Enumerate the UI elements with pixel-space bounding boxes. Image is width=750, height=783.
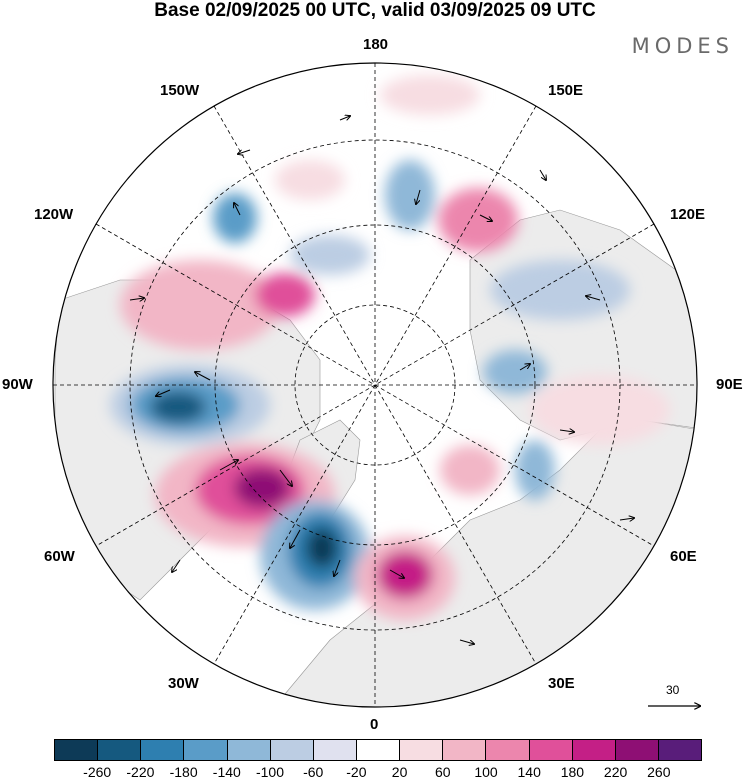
colorbar-swatch — [528, 740, 572, 760]
colorbar-swatch — [485, 740, 529, 760]
anomaly-blob — [440, 445, 500, 495]
colorbar-swatch — [657, 740, 702, 760]
colorbar-tick-label: 220 — [603, 764, 628, 780]
colorbar-ticks: -260 -220 -180 -140 -100 -60 -20 20 60 100 140 180 2… — [54, 764, 702, 782]
colorbar-tick-label: -60 — [303, 764, 324, 780]
colorbar-tick-label: 60 — [435, 764, 451, 780]
lon-label-120e: 120E — [670, 206, 706, 223]
map-outline — [52, 62, 698, 708]
colorbar-swatch — [183, 740, 227, 760]
anomaly-blob — [385, 160, 435, 230]
anomaly-blob — [120, 260, 280, 350]
colorbar-tick-label: -140 — [212, 764, 241, 780]
anomaly-blob — [530, 375, 670, 445]
graticule — [53, 63, 697, 707]
lon-label-150e: 150E — [548, 82, 584, 99]
anomaly-blob — [213, 193, 257, 243]
colorbar-swatch — [312, 740, 356, 760]
colorbar-swatch — [226, 740, 270, 760]
colorbar-tick-label: 180 — [560, 764, 585, 780]
colorbar-tick-label: -20 — [346, 764, 367, 780]
colorbar-swatch — [614, 740, 658, 760]
colorbar-tick-label: -260 — [83, 764, 112, 780]
anomaly-blob — [483, 350, 547, 394]
colorbar-swatch — [442, 740, 486, 760]
colorbar-tick-label: 140 — [517, 764, 541, 780]
colorbar-tick-label: -180 — [169, 764, 198, 780]
colorbar-swatch — [355, 740, 400, 760]
lon-label-0: 0 — [370, 716, 379, 733]
anomaly-blob — [306, 528, 338, 568]
anomaly-blob — [490, 260, 630, 320]
page-title: Base 02/09/2025 00 UTC, valid 03/09/2025… — [154, 0, 596, 21]
colorbar-swatch — [140, 740, 184, 760]
colorbar-tick-label: -220 — [126, 764, 155, 780]
lon-label-30e: 30E — [548, 675, 575, 692]
anomaly-blob — [380, 75, 480, 115]
anomaly-blob — [438, 188, 518, 252]
colorbar-tick-label: 100 — [474, 764, 498, 780]
anomaly-blob — [275, 160, 345, 200]
colorbar-tick-label: -100 — [255, 764, 285, 780]
colorbar-swatch — [571, 740, 615, 760]
anomaly-blob — [150, 391, 206, 423]
lon-label-60w: 60W — [44, 548, 75, 565]
anomaly-blob — [290, 235, 370, 275]
reference-vector-label: 30 — [666, 683, 680, 697]
anomaly-blob — [515, 440, 555, 500]
lon-label-60e: 60E — [670, 548, 697, 565]
anomaly-field — [110, 75, 670, 620]
lon-label-90e: 90E — [716, 376, 743, 393]
lon-label-120w: 120W — [34, 206, 74, 223]
colorbar-swatch — [269, 740, 313, 760]
colorbar — [54, 739, 702, 761]
modes-logo: MODES — [631, 34, 734, 58]
anomaly-blob — [377, 551, 433, 599]
lon-label-90w: 90W — [2, 376, 33, 393]
colorbar-swatch — [55, 740, 98, 760]
colorbar-tick-label: 20 — [391, 764, 408, 780]
lon-label-30w: 30W — [168, 675, 199, 692]
lon-label-150w: 150W — [160, 82, 200, 99]
colorbar-tick-label: 260 — [647, 764, 671, 780]
anomaly-blob — [255, 273, 315, 317]
colorbar-swatch — [97, 740, 141, 760]
wind-vectors — [129, 116, 634, 644]
colorbar-swatch — [399, 740, 443, 760]
anomaly-blob — [234, 468, 290, 508]
lon-label-180: 180 — [363, 36, 389, 53]
